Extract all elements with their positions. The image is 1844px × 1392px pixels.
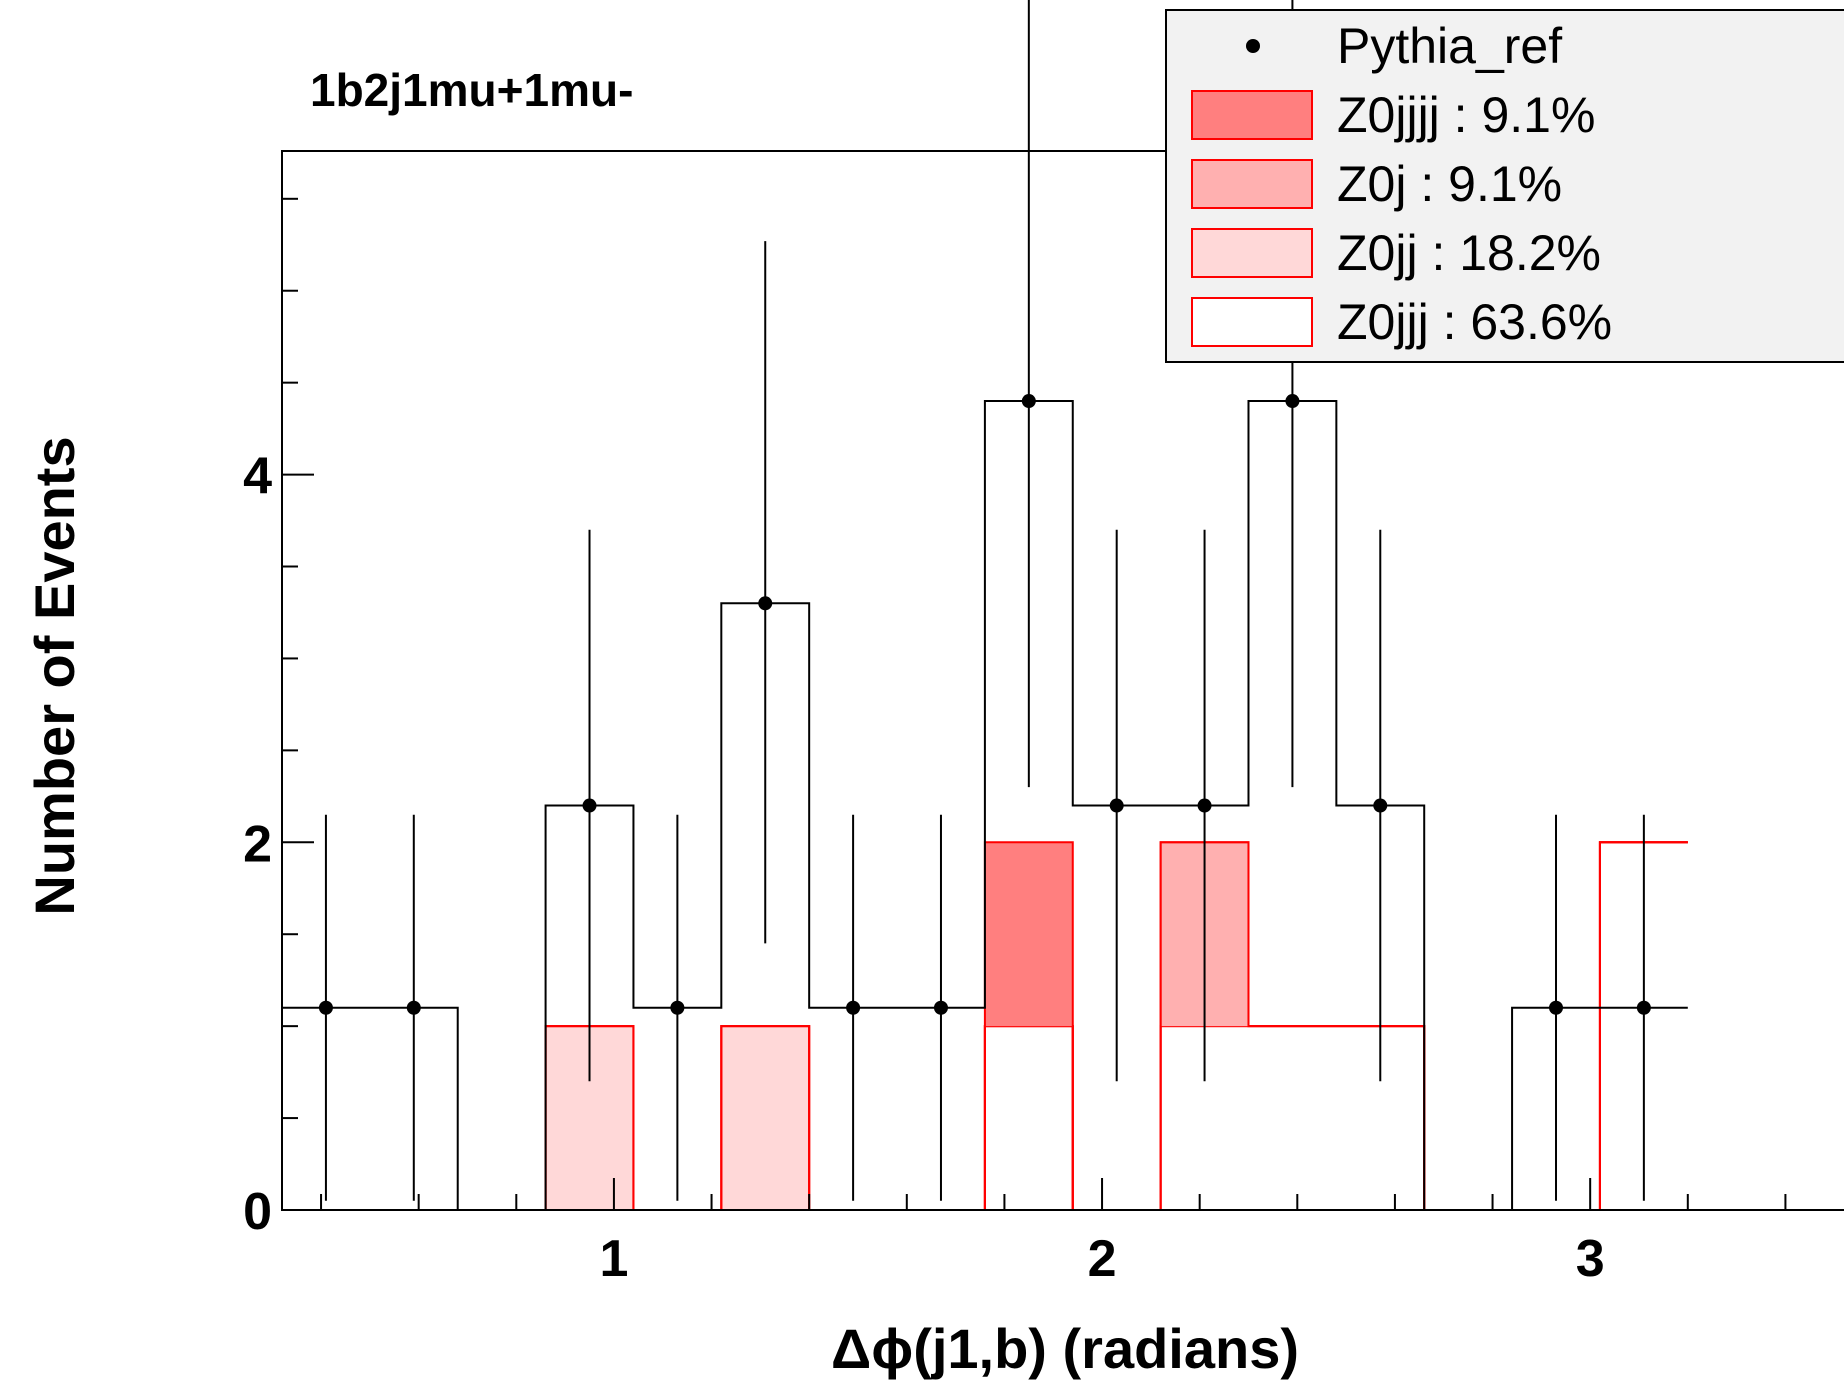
data-point: [846, 1000, 861, 1015]
stack-bar: [984, 842, 1073, 1027]
axes: 1 2 3 0 2 4: [243, 197, 1787, 1288]
legend-swatch: [1191, 228, 1313, 278]
x-tick-label: 2: [1088, 1230, 1117, 1288]
legend-label: Z0jjjj : 9.1%: [1337, 87, 1595, 143]
legend-swatch: [1191, 159, 1313, 209]
legend-label: Pythia_ref: [1337, 18, 1562, 74]
data-point: [582, 798, 597, 813]
y-axis-label: Number of Events: [23, 436, 86, 915]
data-point: [406, 1000, 421, 1015]
legend-label: Z0j : 9.1%: [1337, 156, 1562, 212]
legend-swatch: [1191, 90, 1313, 140]
pythia-ref-step: [282, 400, 1688, 1211]
stack-bar: [721, 1026, 810, 1210]
legend-label: Z0jj : 18.2%: [1337, 225, 1601, 281]
chart-title: 1b2j1mu+1mu-: [310, 64, 633, 116]
y-tick-label: 4: [243, 448, 272, 506]
y-tick-label: 2: [243, 815, 272, 873]
stack-bar: [984, 1026, 1073, 1210]
data-point: [1285, 394, 1300, 409]
plot-frame: [281, 150, 1844, 1211]
data-point: [318, 1000, 333, 1015]
data-point: [1636, 1000, 1651, 1015]
legend-marker: [1246, 39, 1260, 53]
data-point: [1373, 798, 1388, 813]
legend-swatch: [1191, 297, 1313, 347]
data-point: [1109, 798, 1124, 813]
pythia-ref-histogram: [282, 0, 1688, 1211]
data-point: [758, 596, 773, 611]
y-tick-label: 0: [243, 1183, 272, 1241]
stack-bar: [1248, 1026, 1337, 1210]
x-tick-label: 3: [1576, 1230, 1605, 1288]
data-point: [1021, 394, 1036, 409]
legend: Pythia_ref Z0jjjj : 9.1% Z0j : 9.1% Z0jj : …: [1165, 9, 1844, 363]
data-point: [1197, 798, 1212, 813]
legend-label: Z0jjj : 63.6%: [1337, 294, 1612, 350]
data-point: [670, 1000, 685, 1015]
x-axis-label: Δϕ(j1,b) (radians): [831, 1317, 1299, 1380]
x-tick-label: 1: [599, 1230, 628, 1288]
data-point: [933, 1000, 948, 1015]
data-point: [1549, 1000, 1564, 1015]
